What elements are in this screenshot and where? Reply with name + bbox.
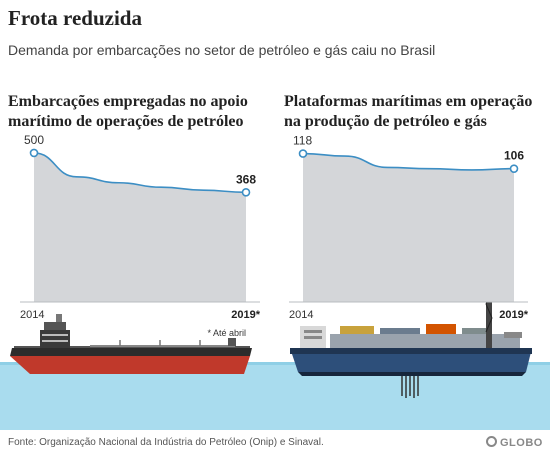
- chart-label-end-platforms: 106: [504, 149, 524, 163]
- supply-vessel-illustration: [10, 314, 252, 374]
- sea-surface: [0, 362, 550, 365]
- chart-point-end-vessels: [241, 187, 251, 197]
- page-title: Frota reduzida: [8, 6, 142, 30]
- chart-point-end-platforms: [509, 164, 519, 173]
- chart-label-end-vessels: 368: [236, 172, 256, 186]
- chart-xtick-end-platforms: 2019*: [499, 309, 528, 321]
- chart-line-vessels: [33, 152, 247, 194]
- chart-xtick-start-platforms: 2014: [289, 309, 313, 321]
- area-charts: 500 368 2014 2019* 118 106 2014 2019*: [20, 133, 529, 321]
- chart-title-platforms: Plataformas marítimas em operação na pro…: [284, 93, 533, 130]
- chart-point-start-vessels: [29, 148, 39, 158]
- chart-line-platforms: [302, 152, 515, 171]
- fpso-platform-illustration: [290, 272, 532, 398]
- chart-area-platforms: [303, 153, 514, 302]
- chart-xtick-end-vessels: 2019*: [231, 309, 260, 321]
- chart-note: * Até abril: [207, 328, 246, 338]
- page-subtitle: Demanda por embarcações no setor de petr…: [8, 42, 436, 58]
- chart-point-start-platforms: [298, 149, 308, 158]
- source-note: Fonte: Organização Nacional da Indústria…: [8, 437, 324, 448]
- chart-label-start-platforms: 118: [293, 134, 312, 148]
- chart-title-vessels: Embarcações empregadas no apoio marítimo…: [8, 93, 248, 130]
- chart-area-vessels: [34, 152, 246, 302]
- chart-label-start-vessels: 500: [24, 133, 44, 147]
- chart-xtick-start-vessels: 2014: [20, 309, 44, 321]
- publisher-logo: GLOBO: [486, 436, 543, 449]
- logo-ring-icon: [486, 436, 497, 447]
- logo-text: GLOBO: [500, 437, 543, 449]
